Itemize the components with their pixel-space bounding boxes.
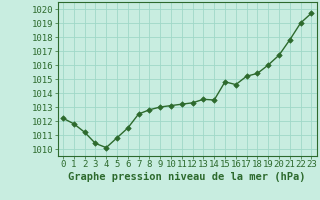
X-axis label: Graphe pression niveau de la mer (hPa): Graphe pression niveau de la mer (hPa)	[68, 172, 306, 182]
